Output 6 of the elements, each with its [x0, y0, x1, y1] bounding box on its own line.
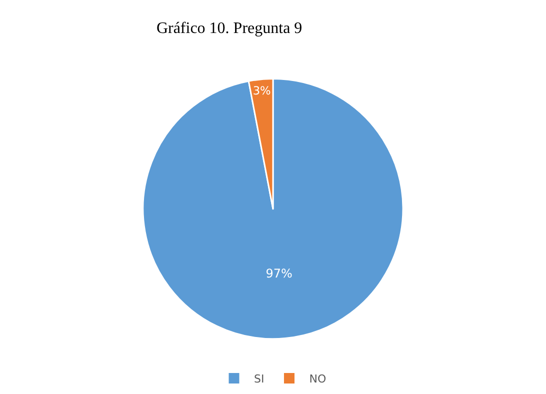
pie-slice	[142, 78, 404, 340]
chart-title: Gráfico 10. Pregunta 9	[156, 20, 302, 38]
data-label: 3%	[252, 83, 272, 98]
legend-label: SI	[254, 372, 264, 386]
data-label: 97%	[266, 266, 292, 281]
legend-label: NO	[309, 372, 326, 386]
